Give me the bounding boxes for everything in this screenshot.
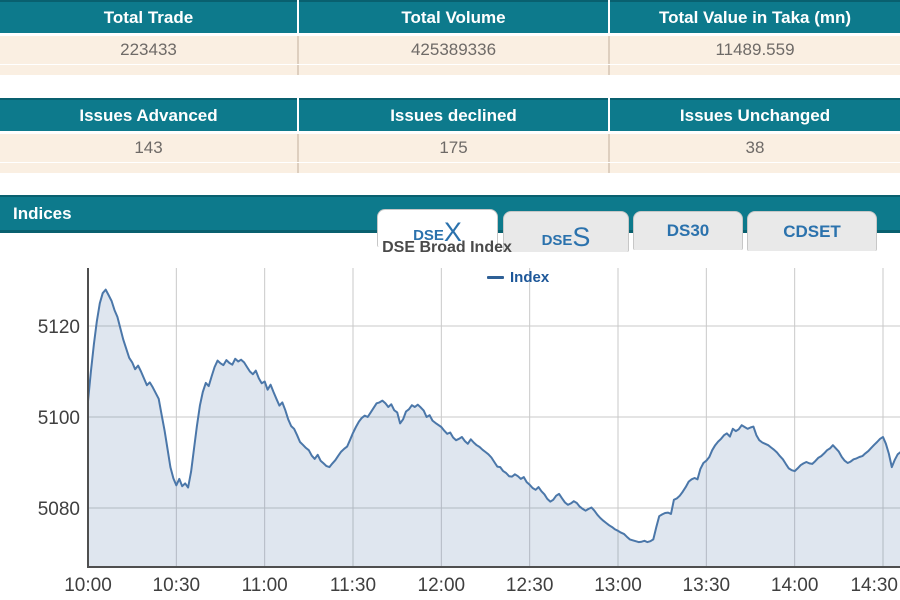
x-axis-tick-label: 13:30 — [683, 575, 731, 596]
x-axis-tick-label: 11:30 — [330, 575, 376, 596]
indices-title: Indices — [13, 203, 72, 223]
table-header-cell: Total Volume — [299, 0, 608, 33]
x-axis-tick-label: 12:30 — [506, 575, 554, 596]
issues-advanced-value: 143 — [0, 134, 297, 162]
legend-label: Index — [510, 269, 550, 286]
issues-declined-value: 175 — [299, 134, 608, 162]
x-axis-tick-label: 12:00 — [418, 575, 466, 596]
x-axis-tick-label: 11:00 — [242, 575, 288, 596]
tab-label: CDSET — [783, 222, 841, 242]
tab-cdset[interactable]: CDSET — [747, 211, 877, 251]
tab-label: DSE — [541, 231, 573, 249]
totals-table-footer-strip — [0, 65, 900, 75]
issues-table-header-row: Issues Advanced Issues declined Issues U… — [0, 98, 900, 131]
issues-unchanged-value: 38 — [610, 134, 900, 162]
y-axis-tick-label: 5120 — [38, 317, 80, 338]
x-axis-tick-label: 13:00 — [594, 575, 642, 596]
table-header-cell: Total Trade — [0, 0, 297, 33]
x-axis-tick-label: 10:00 — [64, 575, 112, 596]
tab-dsex[interactable]: DSE X — [377, 209, 498, 247]
table-header-cell: Issues Unchanged — [610, 98, 900, 131]
total-trade-value: 223433 — [0, 36, 297, 64]
tab-dses[interactable]: DSE S — [503, 211, 629, 252]
table-header-cell: Total Value in Taka (mn) — [610, 0, 900, 33]
x-axis-tick-label: 14:00 — [771, 575, 819, 596]
tab-ds30[interactable]: DS30 — [633, 211, 743, 250]
total-volume-value: 425389336 — [299, 36, 608, 64]
table-header-cell: Issues Advanced — [0, 98, 297, 131]
totals-table-header-row: Total Trade Total Volume Total Value in … — [0, 0, 900, 33]
tab-label: DS30 — [666, 221, 710, 241]
totals-table-value-row: 223433 425389336 11489.559 — [0, 36, 900, 64]
chart-legend-item[interactable]: Index — [487, 269, 549, 286]
issues-table-footer-strip — [0, 163, 900, 173]
y-axis-tick-label: 5080 — [38, 499, 80, 520]
x-axis-tick-label: 10:30 — [153, 575, 201, 596]
tab-label: DSE — [413, 226, 444, 244]
table-header-cell: Issues declined — [299, 98, 608, 131]
issues-table-value-row: 143 175 38 — [0, 134, 900, 162]
total-value-taka-value: 11489.559 — [610, 36, 900, 64]
x-axis-tick-label: 14:30 — [850, 575, 898, 596]
y-axis-tick-label: 5100 — [38, 408, 80, 429]
chart-title: DSE Broad Index — [382, 239, 512, 256]
index-area-chart: 5080 5100 5120 10:00 10:30 11:00 11:30 12:00 12:… — [38, 268, 900, 596]
legend-line-icon — [487, 276, 504, 279]
